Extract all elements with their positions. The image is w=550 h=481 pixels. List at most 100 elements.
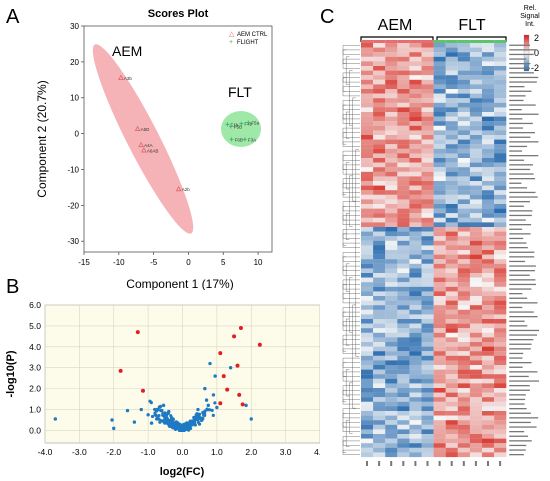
heatmap-cell — [469, 93, 483, 99]
heatmap-cell — [373, 158, 386, 163]
heatmap-cell — [361, 273, 374, 278]
heatmap-cell — [469, 190, 483, 195]
heatmap-cell — [409, 434, 422, 439]
heatmap-cell — [494, 47, 507, 53]
heatmap-cell — [482, 236, 495, 241]
heatmap-cell — [494, 144, 507, 149]
heatmap-cell — [433, 305, 446, 310]
heatmap-cell — [385, 204, 398, 209]
row-label-placeholder — [509, 362, 532, 364]
heatmap-cell — [482, 176, 495, 182]
aem-sample-point — [175, 185, 182, 192]
heatmap-cell — [385, 254, 398, 260]
heatmap-cell — [373, 406, 386, 412]
heatmap-cell — [469, 176, 483, 182]
heatmap-cell — [361, 43, 374, 48]
heatmap-cell — [385, 112, 398, 117]
heatmap-cell — [482, 383, 495, 389]
sample-point-label: F5a — [251, 120, 259, 125]
heatmap-cell — [494, 443, 507, 448]
heatmap-cell — [494, 171, 507, 177]
heatmap-cell — [397, 194, 410, 200]
heatmap-cell — [433, 286, 446, 292]
heatmap-cell — [397, 98, 410, 103]
row-label-placeholder — [509, 334, 537, 336]
heatmap-cell — [433, 429, 446, 435]
heatmap-cell — [385, 263, 398, 269]
heatmap-cell — [445, 208, 458, 214]
heatmap-cell — [397, 222, 410, 228]
heatmap-cell — [397, 199, 410, 205]
heatmap-cell — [421, 240, 434, 246]
heatmap-cell — [361, 245, 374, 251]
heatmap-cell — [373, 66, 386, 71]
heatmap-cell — [397, 319, 410, 324]
heatmap-cell — [494, 125, 507, 131]
aem-column-bracket — [360, 36, 434, 42]
heatmap-cell — [494, 240, 507, 246]
heatmap-cell — [482, 254, 495, 260]
heatmap-cell — [361, 135, 374, 140]
heatmap-cell — [457, 415, 470, 421]
flt-sample-point — [228, 124, 233, 129]
sample-point-label: F1b — [230, 122, 238, 127]
column-group-strip — [433, 40, 446, 43]
heatmap-cell — [409, 231, 422, 237]
heatmap-cell — [409, 273, 422, 278]
heatmap-cell — [457, 447, 470, 453]
scores-legend: △ AEM CTRL + FLIGHT — [229, 31, 268, 46]
heatmap-cell — [373, 378, 386, 384]
heatmap-cell — [421, 360, 434, 366]
heatmap-cell — [409, 213, 422, 218]
heatmap-cell — [373, 351, 386, 356]
row-label-placeholder — [509, 104, 536, 106]
heatmap-cell — [373, 135, 386, 140]
volcano-x-tick-label: 0.0 — [177, 447, 189, 457]
heatmap-cell — [373, 291, 386, 297]
volcano-y-axis-label: -log10(P) — [5, 350, 17, 397]
heatmap-cell — [361, 56, 374, 62]
scores-plot-title: Scores Plot — [148, 8, 209, 20]
heatmap-cell — [421, 369, 434, 375]
heatmap-cell — [457, 208, 470, 214]
heatmap-cell — [457, 309, 470, 315]
heatmap-cell — [385, 139, 398, 145]
heatmap-cell — [433, 291, 446, 297]
heatmap-cell — [457, 194, 470, 200]
heatmap-cell — [457, 314, 470, 320]
volcano-feature-point — [213, 374, 217, 378]
heatmap-cell — [445, 351, 458, 356]
heatmap-cell — [482, 401, 495, 407]
heatmap-cell — [385, 291, 398, 297]
column-label-placeholder — [402, 461, 405, 466]
volcano-feature-point — [203, 409, 207, 413]
heatmap-cell — [421, 56, 434, 62]
heatmap-cell — [457, 89, 470, 94]
heatmap-cell — [469, 171, 483, 177]
volcano-feature-point — [172, 423, 176, 427]
heatmap-cell — [433, 52, 446, 57]
heatmap-cell — [421, 424, 434, 430]
heatmap-cell — [397, 273, 410, 278]
volcano-plot-chart: -4.0 -3.0 -2.0 -1.0 0.0 1.0 2.0 3.0 4.0 0.0 1.0 2.… — [5, 300, 320, 478]
heatmap-cell — [494, 153, 507, 159]
heatmap-cell — [385, 240, 398, 246]
heatmap-cell — [482, 277, 495, 283]
heatmap-cell — [482, 75, 495, 80]
volcano-feature-point — [53, 417, 58, 421]
heatmap-cell — [397, 346, 410, 352]
row-label-placeholder — [509, 431, 525, 433]
heatmap-cell — [421, 337, 434, 343]
heatmap-cell — [482, 185, 495, 191]
volcano-feature-point — [177, 427, 181, 431]
heatmap-cell — [482, 286, 495, 292]
heatmap-cell — [421, 286, 434, 292]
heatmap-cell — [385, 401, 398, 407]
heatmap-cell — [445, 222, 458, 228]
heatmap-cell — [457, 93, 470, 99]
heatmap-cell — [385, 153, 398, 159]
heatmap-cell — [457, 52, 470, 57]
heatmap-cell — [482, 52, 495, 57]
heatmap-cell — [397, 378, 410, 384]
heatmap-cell — [433, 93, 446, 99]
